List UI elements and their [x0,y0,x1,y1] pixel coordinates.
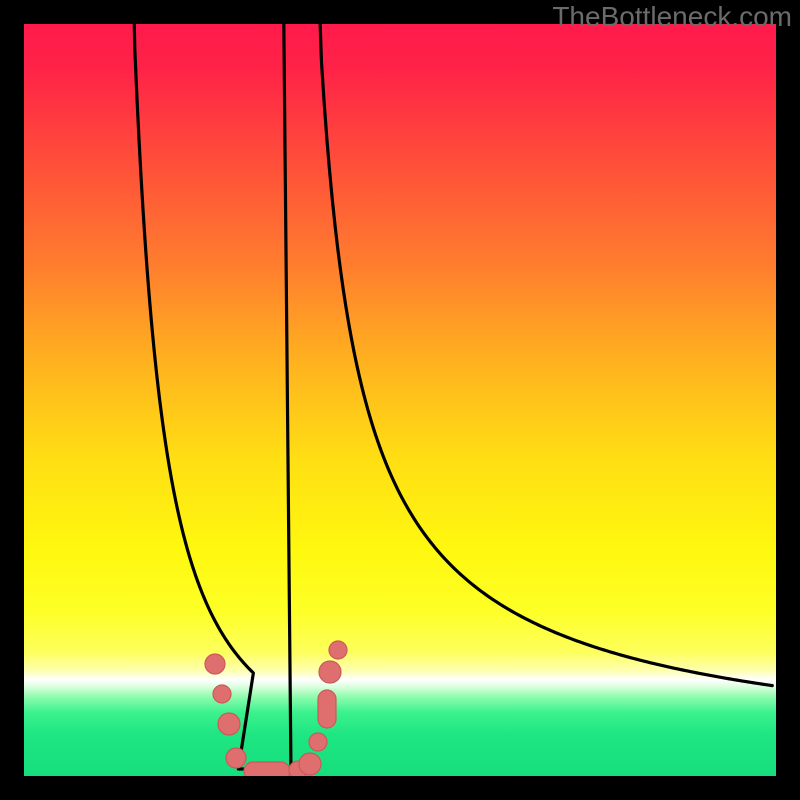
curve-marker [213,685,231,703]
curve-marker [226,748,246,768]
curve-marker [318,690,336,728]
chart-background [24,24,776,776]
bottleneck-chart: TheBottleneck.com [0,0,800,800]
watermark-label: TheBottleneck.com [552,1,792,32]
curve-marker [309,733,327,751]
curve-marker [205,654,225,674]
curve-marker [319,661,341,683]
curve-marker [329,641,347,659]
curve-marker [218,713,240,735]
curve-marker [299,753,321,775]
